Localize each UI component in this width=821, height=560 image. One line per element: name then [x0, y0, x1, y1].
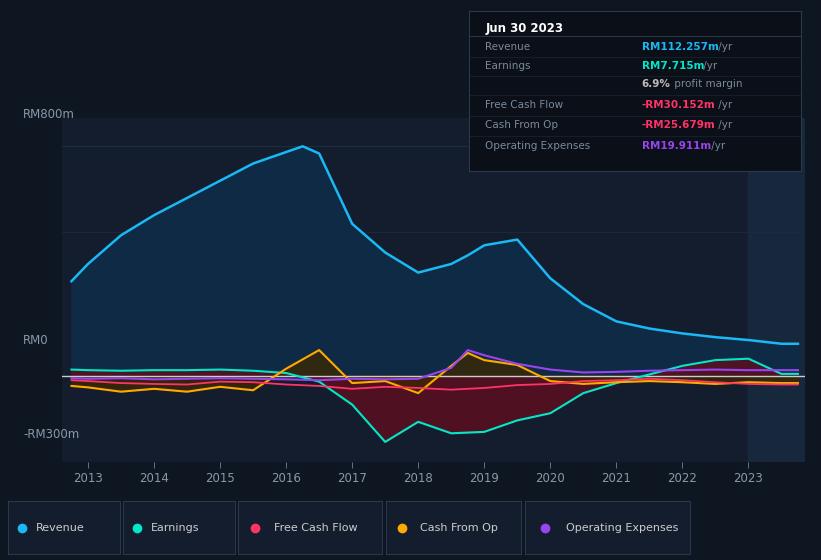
Text: -RM30.152m: -RM30.152m — [642, 100, 715, 110]
Text: Earnings: Earnings — [151, 523, 200, 533]
Text: Operating Expenses: Operating Expenses — [485, 141, 590, 151]
Text: Free Cash Flow: Free Cash Flow — [274, 523, 358, 533]
Text: /yr: /yr — [700, 61, 718, 71]
Text: /yr: /yr — [715, 42, 732, 52]
Text: RM800m: RM800m — [23, 108, 75, 122]
Text: Free Cash Flow: Free Cash Flow — [485, 100, 563, 110]
Text: profit margin: profit margin — [671, 79, 742, 89]
Text: Revenue: Revenue — [36, 523, 85, 533]
Text: Operating Expenses: Operating Expenses — [566, 523, 679, 533]
Text: RM0: RM0 — [23, 334, 48, 347]
Bar — [749, 118, 805, 462]
Text: Jun 30 2023: Jun 30 2023 — [485, 22, 563, 35]
Text: /yr: /yr — [715, 120, 732, 130]
Text: -RM300m: -RM300m — [23, 427, 80, 441]
Text: /yr: /yr — [715, 100, 732, 110]
Text: Cash From Op: Cash From Op — [485, 120, 558, 130]
Text: 6.9%: 6.9% — [642, 79, 671, 89]
Text: RM112.257m: RM112.257m — [642, 42, 718, 52]
Text: /yr: /yr — [708, 141, 725, 151]
Text: Earnings: Earnings — [485, 61, 531, 71]
Text: RM7.715m: RM7.715m — [642, 61, 704, 71]
Text: Cash From Op: Cash From Op — [420, 523, 498, 533]
Text: RM19.911m: RM19.911m — [642, 141, 711, 151]
Text: Revenue: Revenue — [485, 42, 530, 52]
Text: -RM25.679m: -RM25.679m — [642, 120, 715, 130]
